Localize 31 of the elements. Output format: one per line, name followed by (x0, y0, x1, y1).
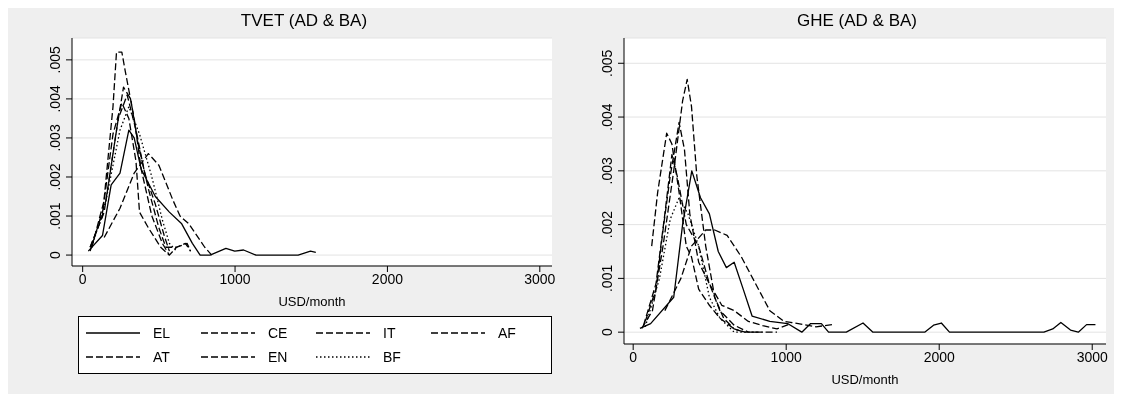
legend-label: EL (153, 325, 171, 341)
y-tick-label: .004 (47, 85, 63, 113)
y-tick-label: .005 (47, 46, 63, 74)
y-tick-label: .001 (47, 202, 63, 230)
x-tick-label: 2000 (371, 270, 404, 287)
x-axis-title: USD/month (831, 372, 899, 387)
x-tick-label: 1000 (219, 270, 251, 287)
chart-title: TVET (AD & BA) (239, 10, 369, 32)
legend-label: AT (153, 349, 170, 365)
x-tick-label: 3000 (524, 270, 556, 287)
legend-label: CE (268, 325, 288, 341)
legend-label: AF (498, 325, 516, 341)
legend-label: IT (383, 325, 396, 341)
legend-label: BF (383, 349, 401, 365)
y-tick-label: .003 (47, 124, 63, 152)
y-tick-label: .004 (599, 103, 615, 131)
x-tick-label: 0 (629, 348, 638, 365)
x-tick-label: 0 (78, 270, 87, 287)
y-tick-label: .003 (599, 157, 615, 185)
y-tick-label: 0 (599, 328, 615, 337)
x-axis-title: USD/month (278, 294, 346, 309)
x-tick-label: 1000 (770, 348, 802, 365)
y-tick-label: .005 (599, 49, 615, 77)
y-tick-label: .002 (47, 163, 63, 191)
y-tick-label: 0 (47, 250, 63, 259)
y-tick-label: .001 (599, 264, 615, 293)
y-tick-label: .002 (599, 210, 615, 239)
chart-title: GHE (AD & BA) (796, 10, 918, 32)
x-tick-label: 3000 (1076, 348, 1109, 365)
x-tick-label: 2000 (923, 348, 955, 365)
legend-label: EN (268, 349, 288, 365)
